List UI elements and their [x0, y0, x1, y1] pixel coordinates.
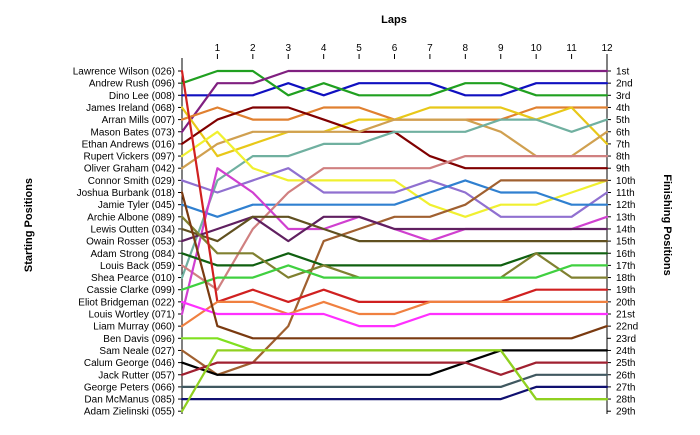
starting-position-label: Dan McManus (085) — [84, 395, 175, 406]
series-line — [180, 130, 609, 218]
lap-tick-label: 9 — [498, 43, 504, 54]
finishing-position-label: 9th — [616, 164, 630, 175]
starting-position-label: Oliver Graham (042) — [84, 164, 175, 175]
lap-tick-label: 2 — [250, 43, 256, 54]
series-line — [180, 349, 609, 376]
finishing-position-label: 17th — [616, 261, 635, 272]
starting-position-label: Jamie Tyler (045) — [98, 200, 175, 211]
finishing-position-label: 16th — [616, 249, 635, 260]
finishing-position-label: 10th — [616, 176, 635, 187]
starting-position-label: Andrew Rush (096) — [89, 79, 175, 90]
starting-position-label: Owain Rosser (053) — [86, 237, 175, 248]
finishing-position-label: 18th — [616, 273, 635, 284]
starting-position-label: Louis Wortley (071) — [88, 310, 175, 321]
series-line — [180, 167, 609, 218]
finishing-position-label: 28th — [616, 395, 635, 406]
series-line — [180, 337, 609, 401]
series-line — [180, 179, 609, 218]
starting-position-label: James Ireland (068) — [86, 103, 175, 114]
starting-position-label: Lewis Outten (034) — [91, 224, 176, 235]
starting-position-label: Cassie Clarke (099) — [87, 285, 175, 296]
starting-position-label: Adam Zielinski (055) — [84, 407, 175, 418]
series-line — [180, 349, 609, 413]
finishing-position-label: 15th — [616, 237, 635, 248]
lap-tick-label: 12 — [601, 43, 613, 54]
series-line — [180, 118, 609, 279]
starting-position-label: Dino Lee (008) — [109, 91, 175, 102]
finishing-position-label: 7th — [616, 139, 630, 150]
series-line — [180, 373, 609, 388]
starting-position-label: Liam Murray (060) — [93, 322, 175, 333]
y-axis-label-right: Finishing Positions — [661, 174, 673, 275]
lap-tick-label: 4 — [321, 43, 327, 54]
series-line — [180, 385, 609, 401]
finishing-position-label: 8th — [616, 152, 630, 163]
starting-position-label: Shea Pearce (010) — [91, 273, 175, 284]
starting-position-label: Eliot Bridgeman (022) — [78, 297, 175, 308]
starting-position-label: Louis Back (059) — [100, 261, 175, 272]
series-group — [180, 69, 609, 413]
lap-tick-label: 6 — [392, 43, 398, 54]
series-line — [180, 361, 609, 376]
starting-position-label: Ethan Andrews (016) — [82, 139, 175, 150]
series-line — [180, 191, 609, 340]
finishing-position-label: 5th — [616, 115, 630, 126]
starting-position-label: Calum George (046) — [84, 358, 175, 369]
finishing-position-label: 4th — [616, 103, 630, 114]
series-line — [180, 155, 609, 291]
finishing-position-label: 20th — [616, 297, 635, 308]
series-line — [180, 69, 609, 97]
starting-position-label: Archie Albone (089) — [87, 212, 175, 223]
y-axis-label-left: Starting Positions — [23, 178, 35, 272]
finishing-position-label: 1st — [616, 67, 630, 78]
starting-position-label: Jack Rutter (057) — [98, 370, 175, 381]
finishing-position-label: 14th — [616, 224, 635, 235]
starting-position-label: Joshua Burbank (018) — [77, 188, 175, 199]
lap-tick-label: 3 — [285, 43, 291, 54]
finishing-position-label: 2nd — [616, 79, 633, 90]
chart-title: Laps — [381, 14, 407, 26]
finishing-position-label: 13th — [616, 212, 635, 223]
finishing-position-label: 27th — [616, 382, 635, 393]
starting-position-label: Arran Mills (007) — [102, 115, 175, 126]
series-line — [180, 264, 609, 291]
series-line — [180, 215, 609, 279]
finishing-position-label: 3rd — [616, 91, 630, 102]
finishing-position-label: 29th — [616, 407, 635, 418]
finishing-position-label: 22nd — [616, 322, 638, 333]
series-line — [180, 69, 609, 303]
finishing-position-label: 11th — [616, 188, 635, 199]
finishing-position-label: 21st — [616, 310, 635, 321]
starting-position-label: Rupert Vickers (097) — [83, 152, 175, 163]
lap-tick-label: 7 — [427, 43, 433, 54]
finishing-position-label: 25th — [616, 358, 635, 369]
finishing-position-label: 6th — [616, 127, 630, 138]
labels-group: Lawrence Wilson (026)Andrew Rush (096)Di… — [73, 67, 639, 418]
finishing-position-label: 23rd — [616, 334, 636, 345]
starting-position-label: Sam Neale (027) — [99, 346, 175, 357]
finishing-position-label: 19th — [616, 285, 635, 296]
starting-position-label: Ben Davis (096) — [103, 334, 175, 345]
series-line — [180, 300, 609, 328]
lap-tick-label: 11 — [566, 43, 577, 54]
series-line — [180, 300, 609, 328]
lap-tick-label: 8 — [463, 43, 469, 54]
starting-position-label: Connor Smith (029) — [88, 176, 175, 187]
finishing-position-label: 24th — [616, 346, 635, 357]
series-line — [180, 69, 609, 133]
lap-tick-label: 1 — [215, 43, 221, 54]
starting-position-label: George Peters (066) — [84, 382, 175, 393]
finishing-position-label: 12th — [616, 200, 635, 211]
series-line — [180, 82, 609, 97]
starting-position-label: Lawrence Wilson (026) — [73, 67, 175, 78]
finishing-position-label: 26th — [616, 370, 635, 381]
lap-tick-label: 5 — [356, 43, 362, 54]
starting-position-label: Mason Bates (073) — [91, 127, 176, 138]
starting-position-label: Adam Strong (084) — [91, 249, 176, 260]
lap-tick-label: 10 — [531, 43, 543, 54]
series-line — [180, 215, 609, 243]
